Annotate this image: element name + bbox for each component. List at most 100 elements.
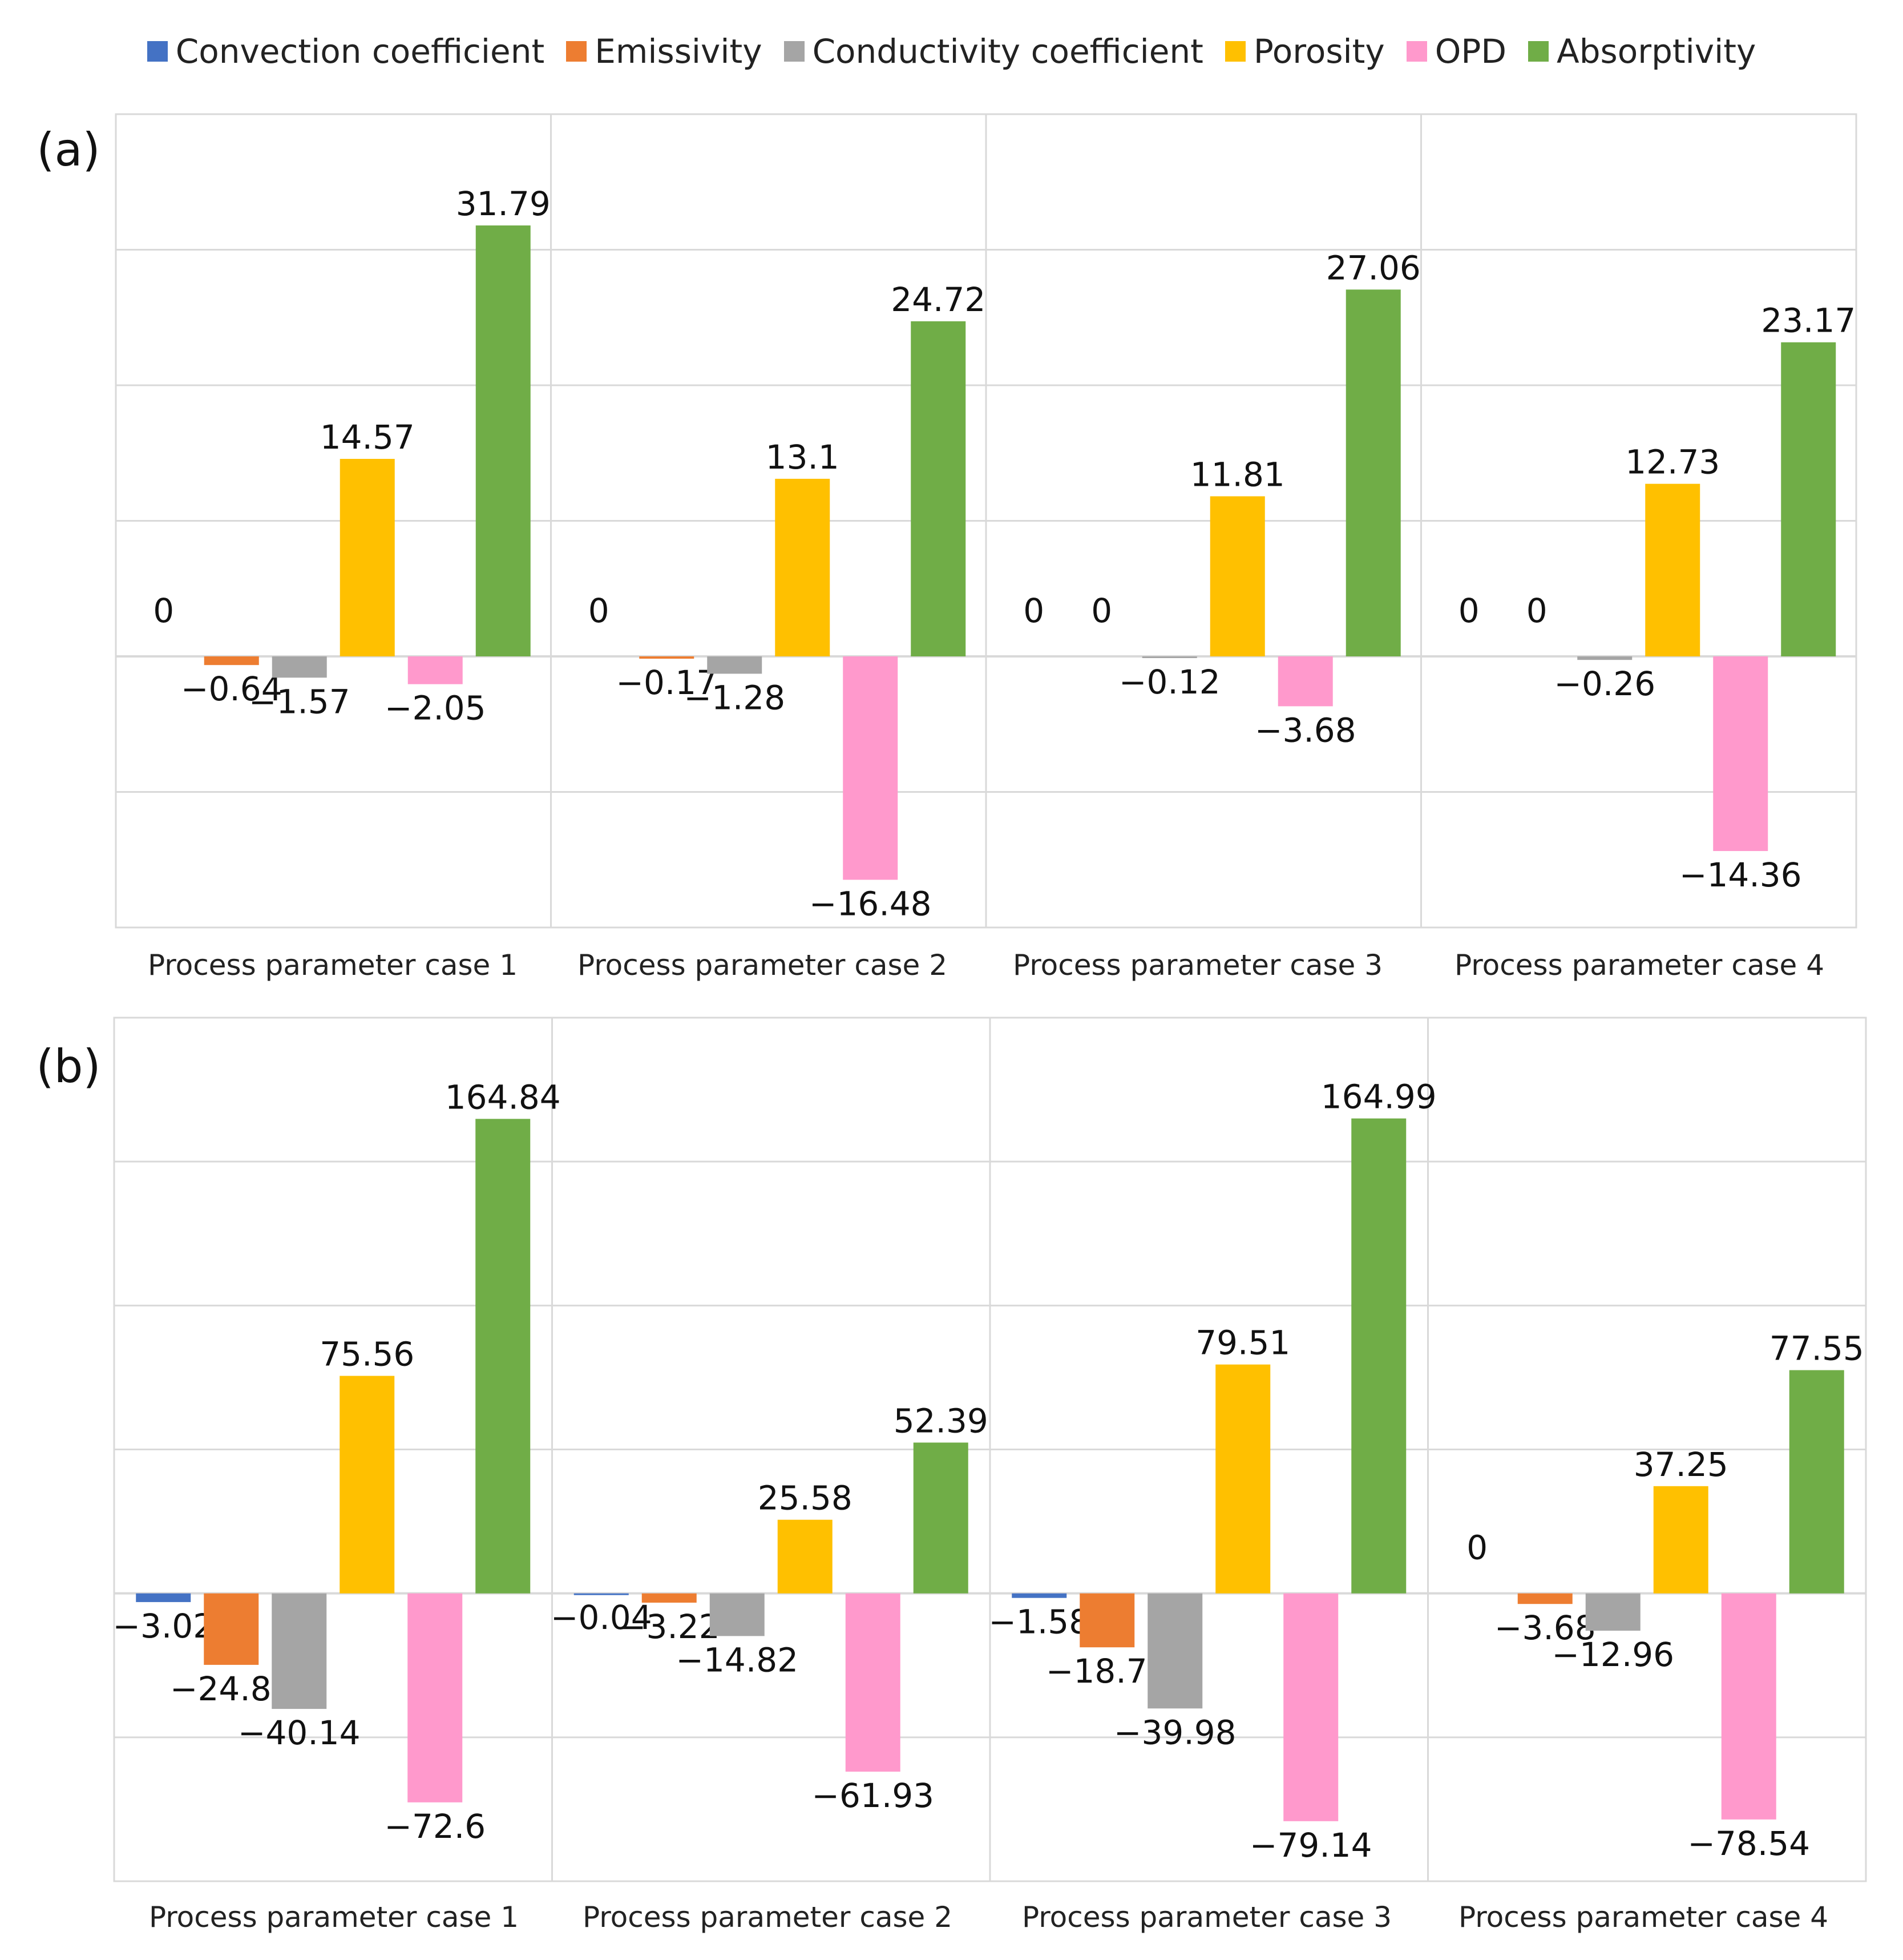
bar-emissivity-case-3 (1080, 1593, 1135, 1648)
data-label-emissivity-case-4: 0 (1526, 591, 1548, 630)
bar-porosity-case-2 (775, 478, 830, 656)
data-label-absorptivity-case-2: 24.72 (891, 280, 985, 319)
bar-absorptivity-case-4 (1789, 1370, 1844, 1594)
bar-emissivity-case-1 (204, 656, 259, 666)
bar-opd-case-1 (407, 656, 463, 684)
data-label-conductivity-coefficient-case-4: −12.96 (1552, 1635, 1674, 1674)
bar-convection-coefficient-case-2 (573, 1593, 629, 1595)
data-label-emissivity-case-1: −0.64 (181, 670, 282, 708)
data-label-conductivity-coefficient-case-3: −39.98 (1114, 1713, 1237, 1752)
data-label-emissivity-case-2: −3.22 (619, 1607, 720, 1646)
data-label-absorptivity-case-1: 31.79 (456, 184, 551, 223)
data-label-opd-case-2: −61.93 (811, 1776, 934, 1815)
data-label-absorptivity-case-4: 23.17 (1761, 301, 1856, 340)
legend-item-conductivity-coefficient: Conductivity coefficient (783, 32, 1203, 71)
bar-absorptivity-case-1 (475, 1119, 531, 1594)
data-label-conductivity-coefficient-case-2: −1.28 (684, 678, 785, 717)
data-label-opd-case-4: −14.36 (1679, 856, 1802, 894)
legend-item-convection-coefficient: Convection coefficient (147, 32, 545, 71)
bar-conductivity-coefficient-case-3 (1148, 1593, 1203, 1709)
bar-emissivity-case-2 (639, 656, 694, 659)
category-label-case-3: Process parameter case 3 (1013, 949, 1383, 982)
bar-porosity-case-2 (777, 1519, 833, 1594)
bar-conductivity-coefficient-case-2 (709, 1593, 765, 1636)
data-label-emissivity-case-4: −3.68 (1494, 1608, 1596, 1647)
data-label-emissivity-case-2: −0.17 (616, 663, 717, 702)
data-label-porosity-case-2: 25.58 (758, 1479, 852, 1518)
legend-item-absorptivity: Absorptivity (1528, 32, 1756, 71)
data-label-opd-case-3: −79.14 (1250, 1826, 1372, 1865)
data-label-porosity-case-3: 11.81 (1190, 455, 1285, 494)
chart-panel-a: (a) 0 −0.64−1.57 14.57 −2.05 31.79 Process par… (37, 113, 1857, 982)
data-label-emissivity-case-3: 0 (1091, 591, 1112, 630)
data-label-porosity-case-1: 75.56 (320, 1335, 414, 1374)
bar-conductivity-coefficient-case-1 (272, 1593, 327, 1709)
bar-conductivity-coefficient-case-3 (1142, 656, 1197, 658)
data-label-conductivity-coefficient-case-1: −40.14 (238, 1713, 361, 1752)
bar-porosity-case-4 (1653, 1486, 1708, 1594)
bar-conductivity-coefficient-case-1 (272, 656, 327, 678)
legend-label-absorptivity: Absorptivity (1557, 32, 1756, 71)
data-label-conductivity-coefficient-case-1: −1.57 (249, 682, 350, 721)
bar-conductivity-coefficient-case-4 (1585, 1593, 1641, 1631)
bar-porosity-case-4 (1645, 483, 1700, 656)
legend-label-conductivity-coefficient: Conductivity coefficient (812, 32, 1203, 71)
data-label-convection-coefficient-case-2: −0.04 (551, 1598, 652, 1637)
legend-item-porosity: Porosity (1225, 32, 1385, 71)
category-label-case-1: Process parameter case 1 (148, 949, 518, 982)
bar-opd-case-1 (407, 1593, 463, 1802)
data-label-absorptivity-case-4: 77.55 (1769, 1329, 1864, 1368)
bar-opd-case-2 (845, 1593, 900, 1772)
legend-item-opd: OPD (1406, 32, 1507, 71)
data-label-porosity-case-1: 14.57 (320, 418, 415, 457)
category-label-case-4: Process parameter case 4 (1458, 1901, 1828, 1934)
data-label-conductivity-coefficient-case-4: −0.26 (1554, 664, 1655, 703)
bar-absorptivity-case-1 (475, 225, 531, 656)
data-label-porosity-case-4: 37.25 (1634, 1445, 1728, 1484)
category-label-case-1: Process parameter case 1 (149, 1901, 519, 1934)
data-label-convection-coefficient-case-3: 0 (1023, 591, 1044, 630)
bar-absorptivity-case-3 (1346, 289, 1401, 656)
data-label-convection-coefficient-case-4: 0 (1466, 1529, 1488, 1567)
bar-conductivity-coefficient-case-2 (707, 656, 762, 674)
bar-emissivity-case-2 (641, 1593, 697, 1603)
bar-porosity-case-1 (340, 458, 395, 656)
chart-legend: Convection coefficient Emissivity Conducti… (0, 23, 1903, 80)
category-label-case-3: Process parameter case 3 (1022, 1901, 1392, 1934)
data-label-convection-coefficient-case-2: 0 (588, 591, 609, 630)
bar-absorptivity-case-4 (1781, 342, 1836, 656)
panel-label-a: (a) (37, 123, 100, 176)
data-label-convection-coefficient-case-1: 0 (153, 591, 174, 630)
legend-item-emissivity: Emissivity (566, 32, 762, 71)
bar-absorptivity-case-3 (1351, 1118, 1407, 1594)
data-label-porosity-case-3: 79.51 (1195, 1324, 1290, 1362)
category-label-case-4: Process parameter case 4 (1454, 949, 1824, 982)
data-label-absorptivity-case-2: 52.39 (894, 1401, 988, 1440)
bar-opd-case-3 (1278, 656, 1333, 707)
data-label-convection-coefficient-case-4: 0 (1458, 591, 1480, 630)
legend-label-convection-coefficient: Convection coefficient (175, 32, 545, 71)
category-label-case-2: Process parameter case 2 (583, 1901, 952, 1934)
chart-panel-b: (b)−3.02−24.83−40.1475.56−72.6164.84Proc… (36, 1017, 1867, 1934)
data-label-porosity-case-2: 13.1 (766, 438, 839, 477)
data-label-porosity-case-4: 12.73 (1625, 443, 1720, 482)
bar-opd-case-4 (1721, 1593, 1776, 1820)
bar-porosity-case-1 (340, 1376, 395, 1594)
data-label-conductivity-coefficient-case-2: −14.82 (676, 1640, 798, 1679)
data-label-absorptivity-case-3: 27.06 (1326, 248, 1421, 287)
bar-porosity-case-3 (1215, 1364, 1271, 1594)
data-label-opd-case-3: −3.68 (1255, 711, 1356, 749)
bar-porosity-case-3 (1210, 496, 1265, 656)
category-label-case-2: Process parameter case 2 (577, 949, 947, 982)
legend-label-porosity: Porosity (1253, 32, 1385, 71)
data-label-opd-case-4: −78.54 (1687, 1824, 1810, 1863)
legend-swatch-conductivity-coefficient (783, 41, 805, 62)
bar-absorptivity-case-2 (913, 1442, 968, 1594)
bar-opd-case-4 (1713, 656, 1768, 852)
data-label-absorptivity-case-1: 164.84 (445, 1078, 561, 1116)
legend-swatch-porosity (1225, 41, 1246, 62)
legend-swatch-emissivity (566, 41, 587, 62)
legend-label-opd: OPD (1435, 32, 1507, 71)
bar-emissivity-case-1 (204, 1593, 259, 1665)
